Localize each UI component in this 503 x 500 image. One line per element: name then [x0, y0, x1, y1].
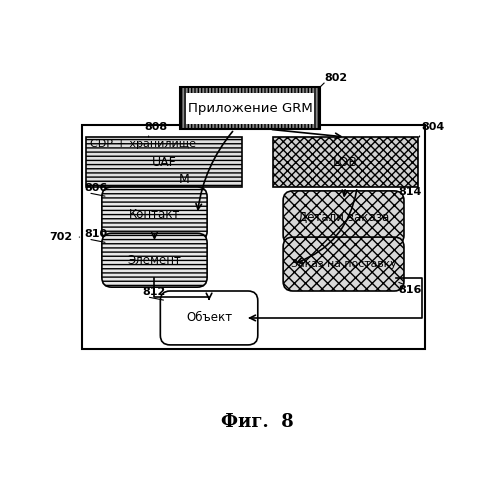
Text: LOB: LOB	[333, 156, 358, 168]
Text: 810: 810	[85, 229, 108, 239]
FancyBboxPatch shape	[283, 191, 404, 245]
Text: CDP + хранилище: CDP + хранилище	[90, 139, 196, 149]
Text: Элемент: Элемент	[128, 254, 182, 266]
Text: UAF: UAF	[152, 156, 177, 168]
Text: M: M	[179, 173, 189, 186]
Text: 812: 812	[143, 287, 166, 297]
Text: 808: 808	[145, 122, 168, 132]
Text: 804: 804	[422, 122, 445, 132]
FancyBboxPatch shape	[102, 233, 207, 287]
Text: 816: 816	[398, 285, 422, 295]
Text: 802: 802	[324, 73, 347, 83]
Text: 702: 702	[49, 232, 72, 242]
Text: Фиг.  8: Фиг. 8	[221, 413, 294, 431]
Text: Контакт: Контакт	[129, 208, 180, 220]
Bar	[180, 87, 320, 130]
Text: Объект: Объект	[186, 312, 232, 324]
Text: Приложение GRM: Приложение GRM	[188, 102, 312, 114]
Bar	[82, 126, 426, 349]
FancyBboxPatch shape	[102, 187, 207, 241]
Text: 806: 806	[85, 183, 108, 193]
Bar	[273, 137, 417, 187]
Bar	[87, 137, 242, 187]
FancyBboxPatch shape	[283, 237, 404, 291]
Text: 814: 814	[398, 186, 422, 196]
Text: Заказ на поставку: Заказ на поставку	[291, 259, 396, 269]
Text: Детали заказа: Детали заказа	[298, 212, 389, 224]
FancyBboxPatch shape	[160, 291, 258, 345]
Bar	[186, 92, 314, 124]
